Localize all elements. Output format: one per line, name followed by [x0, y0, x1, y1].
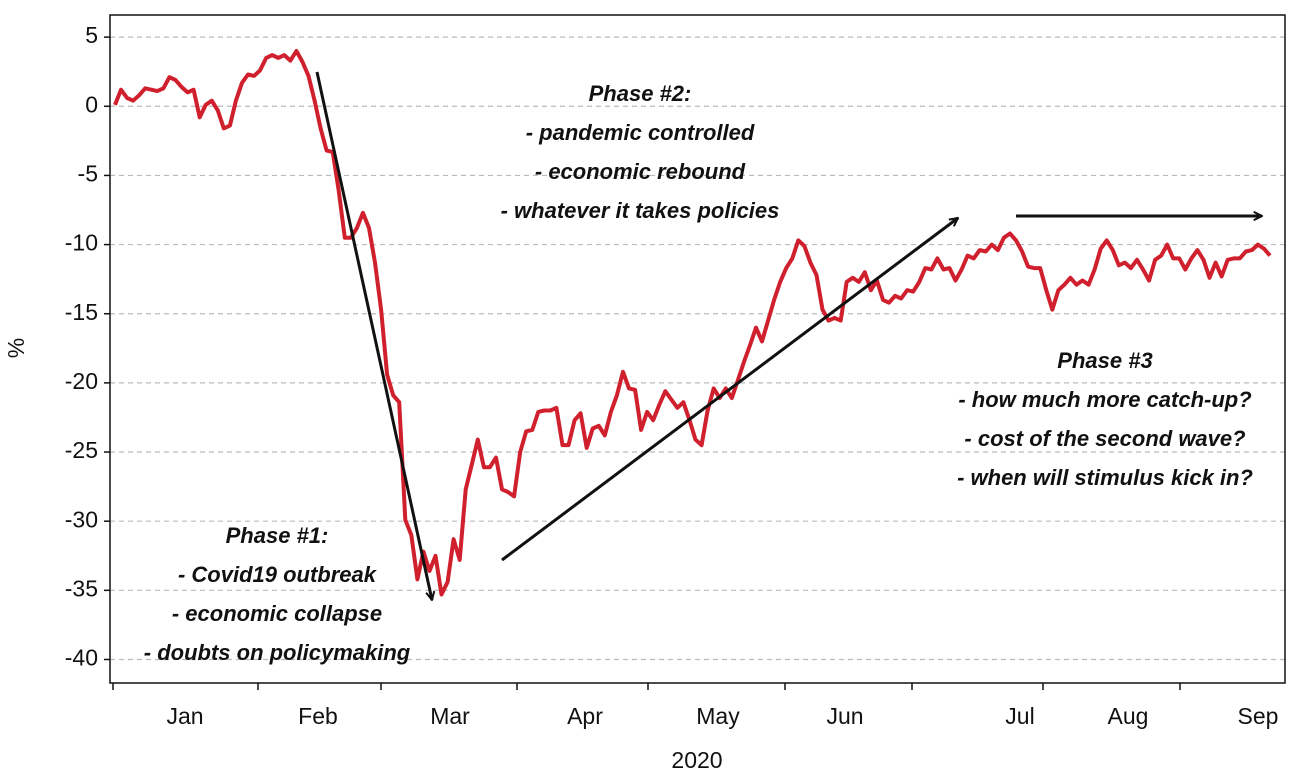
- annotation: - whatever it takes policies: [501, 198, 780, 223]
- annotation: Phase #1:: [226, 523, 329, 548]
- y-tick-label: -5: [78, 161, 98, 187]
- annotation: - cost of the second wave?: [964, 426, 1245, 451]
- y-tick-label: -25: [65, 437, 98, 463]
- x-tick-label: Apr: [567, 703, 603, 729]
- annotation: - when will stimulus kick in?: [957, 465, 1253, 490]
- annotation: - economic collapse: [172, 601, 382, 626]
- y-tick-label: -35: [65, 575, 98, 601]
- annotation: - how much more catch-up?: [958, 387, 1251, 412]
- y-tick-label: -40: [65, 645, 98, 671]
- annotation: - doubts on policymaking: [144, 640, 411, 665]
- y-tick-label: 0: [85, 91, 98, 117]
- x-tick-label: Jan: [166, 703, 203, 729]
- y-tick-label: 5: [85, 22, 98, 48]
- line: [113, 49, 1272, 597]
- x-tick-label: Mar: [430, 703, 470, 729]
- x-tick-label: Jul: [1005, 703, 1034, 729]
- annotation: - economic rebound: [535, 159, 746, 184]
- x-tick-label: May: [696, 703, 740, 729]
- arrow: [501, 218, 958, 562]
- plot-frame: [109, 14, 1286, 684]
- annotation: Phase #3: [1057, 348, 1152, 373]
- x-axis-label: 2020: [671, 747, 722, 773]
- grid: [110, 36, 1285, 661]
- x-tick-label: Feb: [298, 703, 338, 729]
- y-tick-label: -30: [65, 506, 98, 532]
- y-tick-label: -10: [65, 230, 98, 256]
- x-tick-label: Sep: [1238, 703, 1279, 729]
- annotation: - pandemic controlled: [526, 120, 755, 145]
- x-tick-label: Aug: [1108, 703, 1149, 729]
- arrow: [315, 71, 432, 600]
- y-axis-label: %: [3, 338, 29, 358]
- y-tick-label: -15: [65, 299, 98, 325]
- y-tick-label: -20: [65, 368, 98, 394]
- annotation: Phase #2:: [589, 81, 692, 106]
- x-tick-label: Jun: [826, 703, 863, 729]
- series: [113, 49, 1272, 597]
- annotation: - Covid19 outbreak: [178, 562, 378, 587]
